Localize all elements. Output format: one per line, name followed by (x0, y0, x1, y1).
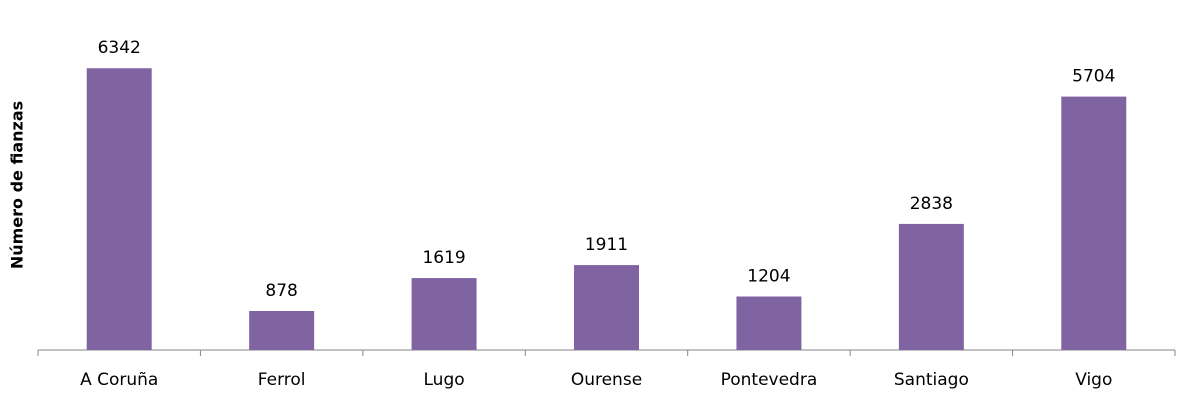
value-label: 5704 (1072, 67, 1115, 87)
value-label: 1911 (585, 235, 628, 255)
value-label: 6342 (98, 38, 141, 58)
value-label: 1204 (747, 267, 790, 287)
x-tick-label: A Coruña (80, 370, 158, 390)
y-axis-label: Número de fianzas (8, 101, 27, 269)
x-tick-label: Santiago (894, 370, 969, 390)
bar (574, 265, 639, 350)
x-tick-label: Lugo (424, 370, 465, 390)
bar (86, 68, 152, 350)
bar (736, 296, 802, 350)
x-tick-label: Ferrol (258, 370, 306, 390)
x-tick-label: Pontevedra (721, 370, 818, 390)
value-label: 878 (265, 281, 297, 301)
x-tick-label: Vigo (1075, 370, 1112, 390)
value-label: 1619 (422, 248, 465, 268)
bar (898, 223, 964, 350)
value-label: 2838 (910, 194, 953, 214)
bar (411, 278, 477, 350)
x-tick-label: Ourense (571, 370, 642, 390)
bar (249, 310, 315, 350)
bar (1061, 96, 1127, 350)
